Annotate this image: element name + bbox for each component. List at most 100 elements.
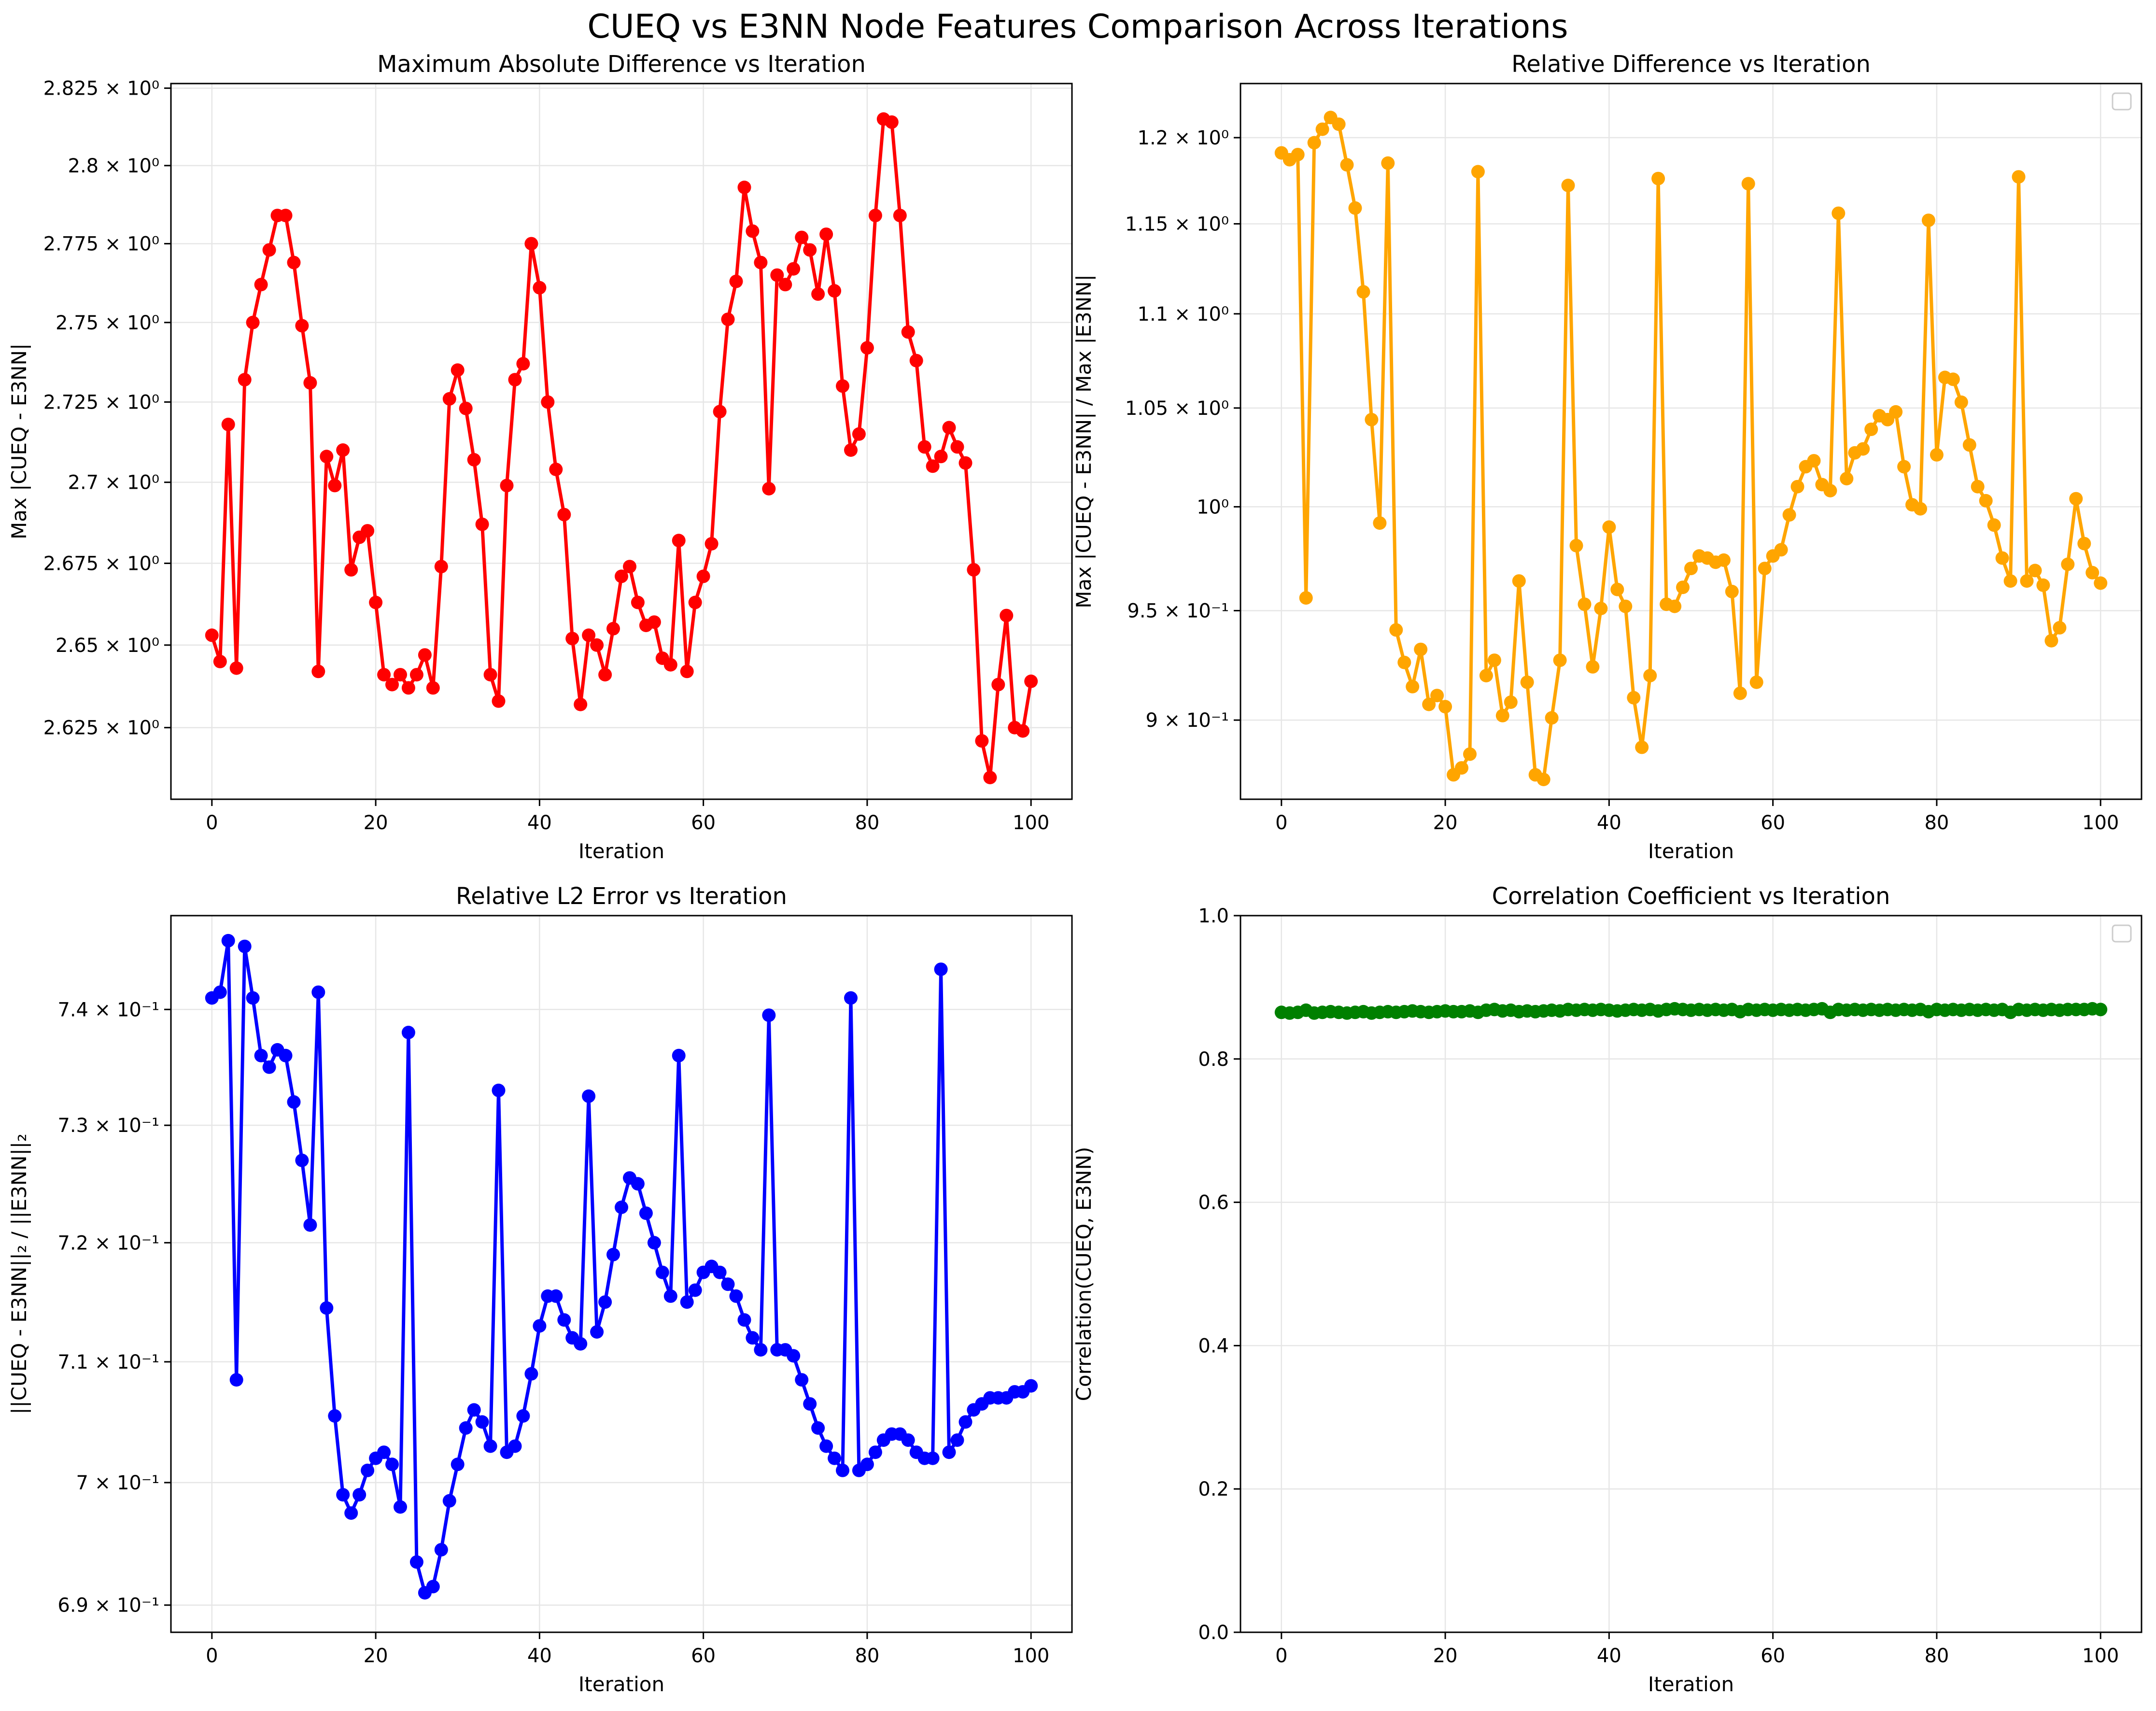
data-point bbox=[508, 373, 522, 387]
data-point bbox=[729, 274, 743, 288]
x-tick-label: 80 bbox=[1924, 812, 1949, 834]
data-point bbox=[287, 255, 301, 269]
x-tick-label: 100 bbox=[1013, 812, 1049, 834]
data-point bbox=[860, 341, 874, 355]
data-point bbox=[1930, 448, 1944, 462]
data-point bbox=[295, 1153, 309, 1167]
data-point bbox=[983, 771, 997, 784]
data-point bbox=[1463, 747, 1477, 761]
x-tick-label: 60 bbox=[691, 812, 716, 834]
data-point bbox=[1897, 460, 1911, 474]
y-tick-label: 2.8 × 10⁰ bbox=[68, 155, 160, 177]
data-point bbox=[426, 681, 440, 695]
data-point bbox=[2094, 1003, 2108, 1017]
data-point bbox=[1668, 599, 1682, 613]
data-point bbox=[369, 595, 383, 609]
data-point bbox=[606, 622, 620, 636]
x-tick-label: 20 bbox=[364, 1645, 388, 1667]
data-point bbox=[828, 284, 842, 298]
data-point bbox=[1774, 543, 1788, 557]
data-point bbox=[434, 1543, 448, 1557]
y-tick-label: 2.65 × 10⁰ bbox=[56, 635, 159, 657]
data-point bbox=[401, 1026, 415, 1039]
data-point bbox=[418, 648, 432, 662]
data-point bbox=[1307, 136, 1321, 150]
x-tick-label: 80 bbox=[855, 1645, 879, 1667]
data-point bbox=[1422, 697, 1436, 711]
x-tick-label: 20 bbox=[364, 812, 388, 834]
x-axis-label: Iteration bbox=[578, 1672, 664, 1696]
data-point bbox=[524, 237, 538, 251]
data-point bbox=[1889, 405, 1903, 419]
data-point bbox=[917, 440, 931, 454]
data-point bbox=[942, 421, 956, 435]
data-point bbox=[1610, 582, 1624, 596]
x-tick-label: 60 bbox=[691, 1645, 716, 1667]
data-point bbox=[639, 1206, 653, 1220]
y-axis-label: ||CUEQ - E3NN||₂ / ||E3NN||₂ bbox=[7, 1133, 31, 1414]
data-point bbox=[1684, 562, 1698, 576]
data-point bbox=[606, 1247, 620, 1261]
data-point bbox=[1356, 285, 1370, 299]
data-point bbox=[1545, 711, 1559, 725]
data-point bbox=[950, 440, 964, 454]
data-point bbox=[475, 1415, 489, 1429]
data-point bbox=[1856, 442, 1870, 456]
data-point bbox=[1758, 562, 1772, 576]
data-point bbox=[1749, 675, 1763, 689]
data-point bbox=[590, 638, 604, 652]
data-point bbox=[1979, 494, 1993, 508]
data-point bbox=[729, 1289, 743, 1303]
data-point bbox=[958, 1415, 972, 1429]
data-point bbox=[409, 1555, 423, 1569]
data-point bbox=[279, 1048, 293, 1062]
x-tick-label: 0 bbox=[1275, 812, 1287, 834]
data-point bbox=[844, 443, 858, 457]
x-tick-label: 0 bbox=[206, 1645, 218, 1667]
data-point bbox=[541, 395, 555, 409]
data-point bbox=[229, 1373, 243, 1387]
data-point bbox=[1397, 655, 1411, 669]
data-point bbox=[1479, 669, 1493, 682]
data-point bbox=[1921, 213, 1935, 227]
data-point bbox=[836, 379, 849, 393]
data-point bbox=[844, 991, 858, 1005]
data-point bbox=[2086, 566, 2100, 580]
data-point bbox=[615, 569, 628, 583]
subplot-grid: 0 20 40 60 80 100 2.625 × 10⁰ 2.65 × 10⁰ 2.675 ×… bbox=[7, 51, 2142, 1696]
data-point bbox=[1635, 740, 1649, 754]
data-point bbox=[1438, 700, 1452, 714]
data-point bbox=[344, 563, 358, 577]
data-point bbox=[1823, 484, 1837, 497]
data-point bbox=[615, 1201, 628, 1214]
data-point bbox=[942, 1445, 956, 1459]
data-point bbox=[901, 1433, 915, 1447]
y-tick-label: 7 × 10⁻¹ bbox=[76, 1472, 159, 1494]
y-tick-label: 2.675 × 10⁰ bbox=[43, 552, 159, 575]
y-tick-label: 10⁰ bbox=[1197, 496, 1229, 518]
data-point bbox=[672, 534, 686, 548]
data-point bbox=[1024, 674, 1038, 688]
data-point bbox=[1430, 689, 1444, 703]
x-tick-label: 20 bbox=[1433, 1645, 1458, 1667]
data-point bbox=[582, 1089, 596, 1103]
data-point bbox=[836, 1463, 849, 1477]
data-point bbox=[2003, 574, 2017, 588]
data-point bbox=[279, 209, 293, 223]
x-tick-label: 0 bbox=[1275, 1645, 1287, 1667]
axes-frame bbox=[170, 83, 1073, 800]
x-tick-label: 20 bbox=[1433, 812, 1458, 834]
axes-frame bbox=[170, 915, 1073, 1633]
data-point bbox=[295, 319, 309, 333]
data-point bbox=[795, 1373, 809, 1387]
data-point bbox=[1315, 122, 1329, 136]
data-point bbox=[459, 1421, 473, 1435]
data-point bbox=[2012, 170, 2026, 184]
data-point bbox=[672, 1048, 686, 1062]
data-point bbox=[885, 115, 899, 129]
subplot-title: Maximum Absolute Difference vs Iteration bbox=[377, 51, 866, 78]
data-point bbox=[958, 456, 972, 470]
data-point bbox=[377, 1445, 391, 1459]
y-tick-label: 2.7 × 10⁰ bbox=[68, 472, 160, 494]
data-point bbox=[492, 1083, 506, 1097]
